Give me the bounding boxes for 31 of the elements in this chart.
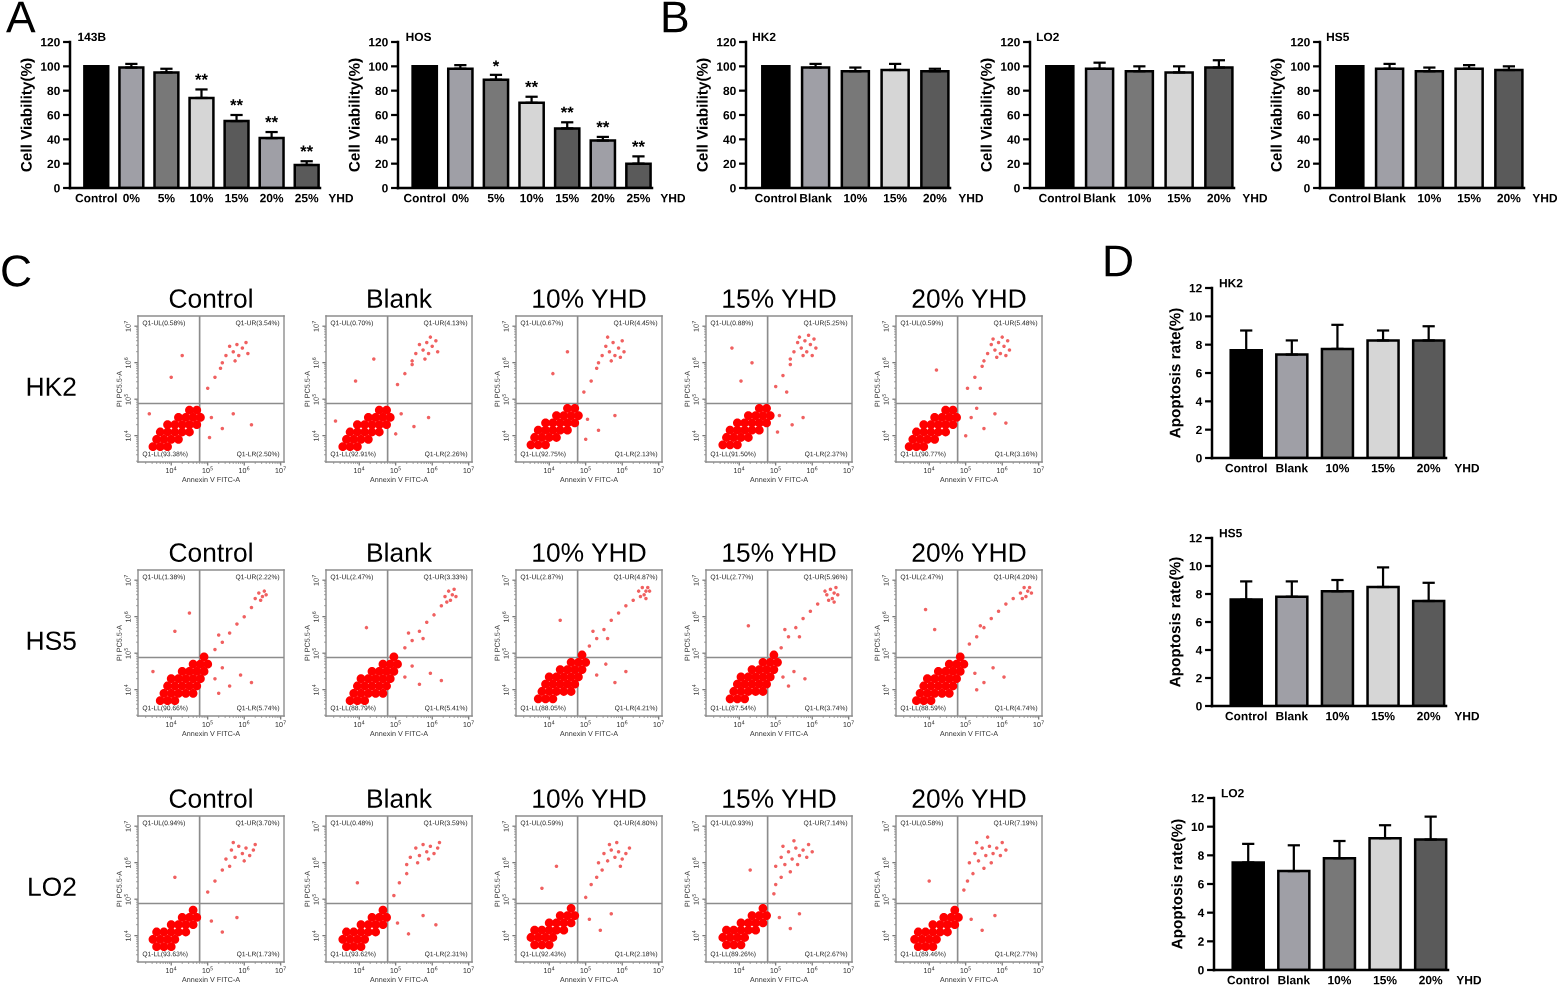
annotation: ** <box>632 140 645 147</box>
chart-title: Control <box>169 542 252 562</box>
text: HK2 <box>27 377 76 396</box>
annotation: ** <box>265 116 279 123</box>
text: HS5 <box>27 631 76 651</box>
chart-title: 20% YHD <box>912 789 1026 808</box>
text: D <box>1105 245 1132 277</box>
text: LO2 <box>29 877 76 897</box>
annotation: ** <box>525 81 539 88</box>
annotation: ** <box>195 73 208 80</box>
chart-title: 15% YHD <box>723 789 836 808</box>
chart-title: 20% YHD <box>912 289 1026 308</box>
chart-title: Control <box>169 288 252 308</box>
chart-title: 10% YHD <box>533 789 646 808</box>
chart-title: 10% YHD <box>533 289 646 308</box>
chart-title: Control <box>169 788 252 808</box>
text: B <box>663 1 688 33</box>
annotation: ** <box>300 145 314 152</box>
chart-title: Blank <box>368 288 433 308</box>
text: C <box>2 255 31 287</box>
annotation: ** <box>230 99 244 106</box>
chart-title: 15% YHD <box>723 289 836 308</box>
chart-title: 15% YHD <box>723 543 836 562</box>
annotation: * <box>492 60 500 67</box>
text: A <box>6 1 36 33</box>
chart-title: Blank <box>368 788 433 808</box>
chart-title: Blank <box>368 542 433 562</box>
annotation: ** <box>596 121 610 128</box>
annotation: ** <box>560 106 574 113</box>
chart-title: 20% YHD <box>912 543 1026 562</box>
chart-title: 10% YHD <box>533 543 646 562</box>
